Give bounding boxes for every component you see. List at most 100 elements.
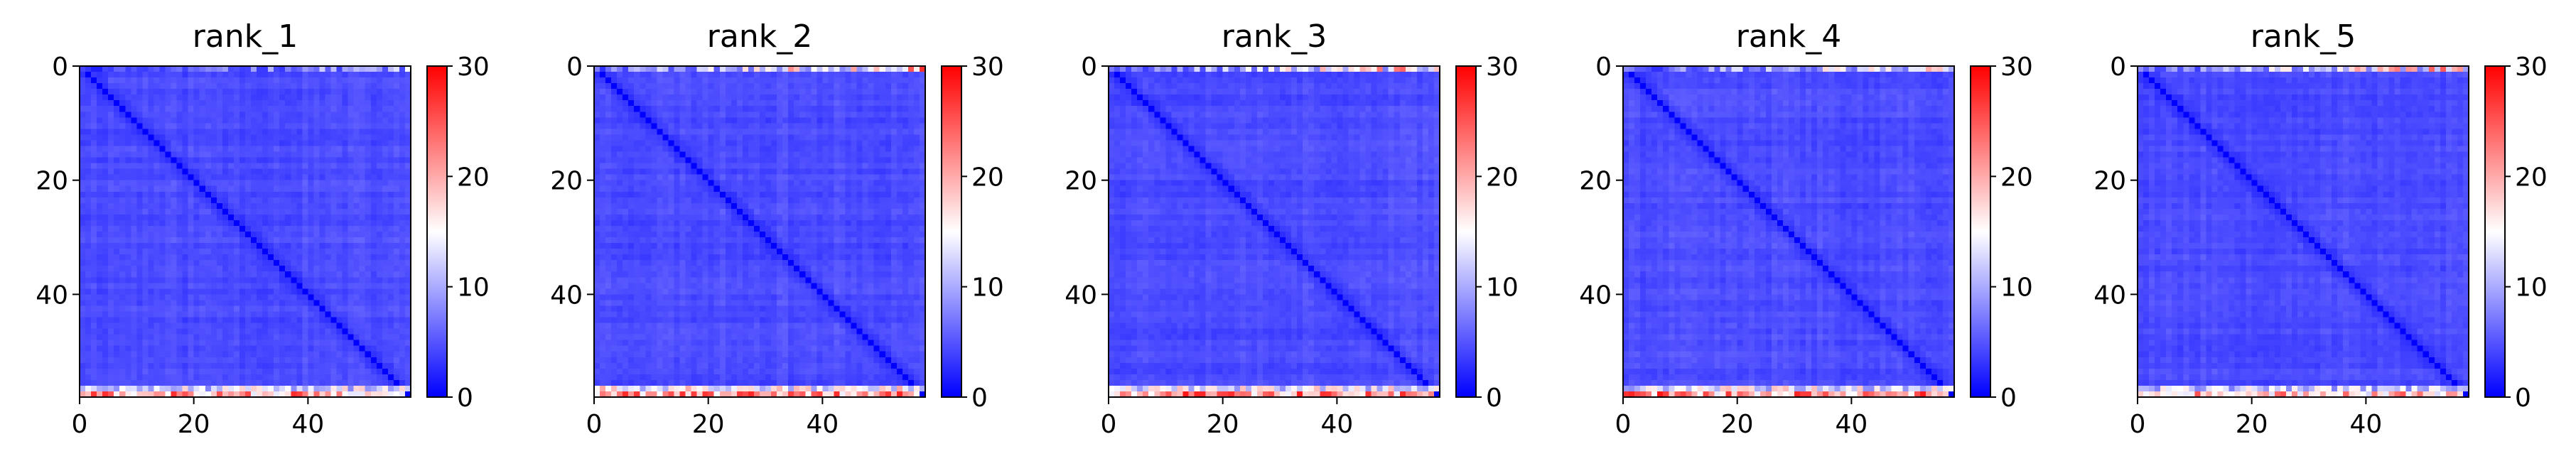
heatmap-cell [811, 134, 817, 141]
heatmap-cell [376, 391, 383, 398]
heatmap-cell [148, 89, 155, 95]
heatmap-cell [114, 140, 120, 147]
heatmap-cell [736, 197, 743, 204]
heatmap-cell [794, 185, 800, 193]
heatmap-cell [594, 123, 600, 129]
heatmap-cell [165, 374, 172, 381]
heatmap-cell [794, 180, 800, 187]
heatmap-cell [119, 185, 126, 193]
heatmap-cell [748, 174, 755, 181]
heatmap-cell [216, 294, 223, 301]
heatmap-cell [102, 243, 109, 249]
heatmap-cell [119, 168, 126, 175]
heatmap-cell [285, 77, 291, 84]
heatmap-cell [907, 174, 915, 181]
heatmap-cell [171, 94, 178, 101]
heatmap-cell [131, 134, 137, 141]
heatmap-cell [222, 140, 229, 147]
heatmap-cell [210, 106, 217, 112]
heatmap-cell [285, 391, 291, 398]
heatmap-cell [268, 288, 274, 295]
heatmap-cell [782, 66, 789, 72]
heatmap-cell [913, 146, 920, 153]
heatmap-cell [657, 129, 664, 136]
heatmap-cell [742, 66, 749, 72]
heatmap-cell [85, 66, 92, 72]
heatmap-cell [685, 134, 692, 141]
heatmap-cell [302, 151, 308, 158]
heatmap-cell [216, 185, 223, 193]
heatmap-cell [376, 72, 383, 78]
heatmap-cell [131, 260, 137, 266]
heatmap-cell [268, 323, 274, 330]
heatmap-cell [679, 134, 686, 141]
heatmap-cell [210, 351, 217, 358]
heatmap-cell [696, 146, 704, 153]
heatmap-cell [753, 112, 760, 118]
heatmap-cell [868, 129, 875, 136]
heatmap-cell [222, 317, 229, 324]
heatmap-cell [199, 345, 206, 352]
heatmap-cell [347, 300, 355, 307]
heatmap-cell [80, 174, 86, 181]
heatmap-cell [748, 72, 755, 78]
heatmap-cell [268, 340, 274, 347]
heatmap-cell [291, 180, 297, 187]
heatmap-cell [862, 83, 869, 90]
heatmap-cell [594, 168, 600, 175]
heatmap-cell [80, 117, 86, 124]
heatmap-cell [291, 89, 297, 95]
heatmap-cell [159, 225, 166, 232]
heatmap-cell [336, 66, 343, 72]
heatmap-cell [347, 168, 355, 175]
heatmap-cell [102, 77, 109, 84]
heatmap-cell [628, 208, 635, 215]
heatmap-cell [404, 163, 411, 170]
heatmap-cell [674, 83, 681, 90]
heatmap-cell [376, 311, 383, 318]
heatmap-cell [873, 214, 880, 221]
heatmap-cell [399, 151, 406, 158]
heatmap-cell [193, 117, 200, 124]
heatmap-cell [251, 106, 257, 112]
heatmap-cell [233, 334, 240, 341]
heatmap-cell [404, 197, 411, 204]
heatmap-cell [771, 100, 777, 107]
heatmap-cell [227, 157, 235, 164]
heatmap-cell [251, 157, 257, 164]
heatmap-cell [342, 300, 349, 307]
heatmap-cell [108, 237, 114, 244]
heatmap-cell [233, 232, 240, 238]
heatmap-cell [605, 146, 612, 153]
heatmap-cell [114, 260, 120, 266]
heatmap-cell [136, 374, 143, 381]
heatmap-cell [193, 106, 200, 112]
heatmap-cell [845, 168, 852, 175]
heatmap-cell [628, 83, 635, 90]
heatmap-cell [336, 232, 343, 238]
heatmap-cell [91, 168, 97, 175]
heatmap-cell [347, 123, 355, 129]
heatmap-cell [336, 208, 343, 215]
heatmap-cell [319, 237, 326, 244]
heatmap-cell [879, 100, 886, 107]
heatmap-cell [296, 345, 303, 352]
heatmap-cell [296, 340, 303, 347]
heatmap-cell [165, 180, 172, 187]
heatmap-cell [662, 214, 669, 221]
heatmap-cell [696, 140, 704, 147]
heatmap-cell [91, 123, 97, 129]
heatmap-cell [765, 180, 772, 187]
heatmap-cell [188, 379, 195, 386]
heatmap-cell [114, 362, 120, 369]
heatmap-cell [760, 123, 766, 129]
heatmap-cell [165, 89, 172, 95]
heatmap-cell [359, 220, 366, 227]
heatmap-cell [182, 202, 189, 210]
heatmap-cell [153, 340, 161, 347]
heatmap-cell [404, 208, 411, 215]
heatmap-cell [851, 197, 858, 204]
heatmap-cell [165, 249, 172, 255]
heatmap-cell [651, 77, 657, 84]
heatmap-cell [668, 202, 675, 210]
